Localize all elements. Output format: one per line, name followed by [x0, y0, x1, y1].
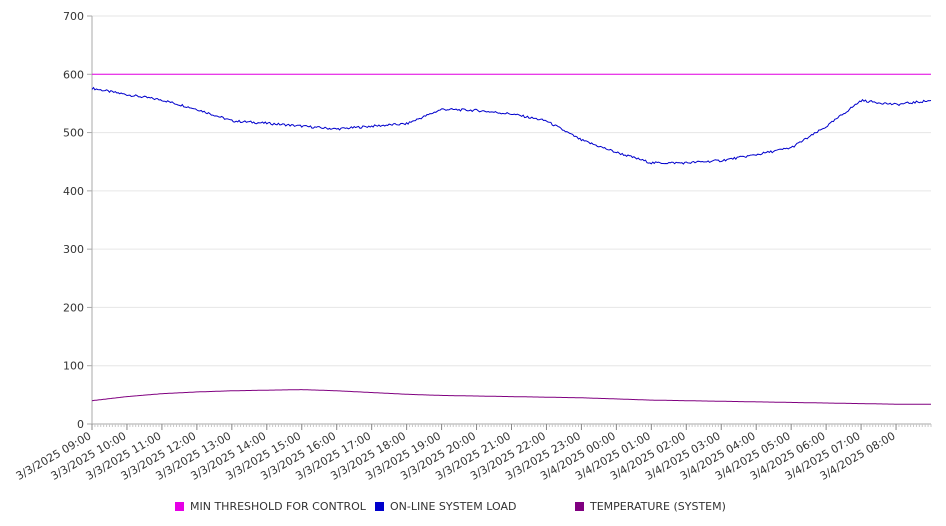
legend-label: TEMPERATURE (SYSTEM)	[590, 499, 726, 513]
legend-swatch	[175, 501, 184, 511]
grid	[92, 15, 931, 425]
series-line-on-line-system-load	[91, 86, 932, 165]
legend-item-online-system-load[interactable]: ON-LINE SYSTEM LOAD	[375, 498, 516, 514]
series-line-temperature-system	[91, 389, 931, 405]
x-axis: 3/3/2025 09:003/3/2025 10:003/3/2025 11:…	[14, 423, 932, 483]
y-tick-label: 300	[63, 243, 84, 256]
y-tick-label: 500	[63, 127, 84, 140]
legend-item-min-threshold[interactable]: MIN THRESHOLD FOR CONTROL	[175, 498, 366, 514]
legend: MIN THRESHOLD FOR CONTROL ON-LINE SYSTEM…	[0, 498, 946, 516]
y-tick-label: 700	[63, 10, 84, 23]
legend-item-temperature-system[interactable]: TEMPERATURE (SYSTEM)	[575, 498, 726, 514]
y-axis: 0 100 200 300 400 500 600 700	[63, 10, 93, 431]
y-tick-label: 600	[63, 68, 84, 81]
legend-label: ON-LINE SYSTEM LOAD	[390, 499, 517, 513]
legend-swatch	[375, 501, 384, 511]
y-tick-label: 400	[63, 185, 84, 198]
legend-label: MIN THRESHOLD FOR CONTROL	[190, 499, 366, 513]
y-tick-label: 100	[63, 360, 84, 373]
series-group	[91, 73, 932, 405]
legend-swatch	[575, 501, 584, 511]
y-tick-label: 200	[63, 301, 84, 314]
y-tick-label: 0	[77, 418, 84, 431]
